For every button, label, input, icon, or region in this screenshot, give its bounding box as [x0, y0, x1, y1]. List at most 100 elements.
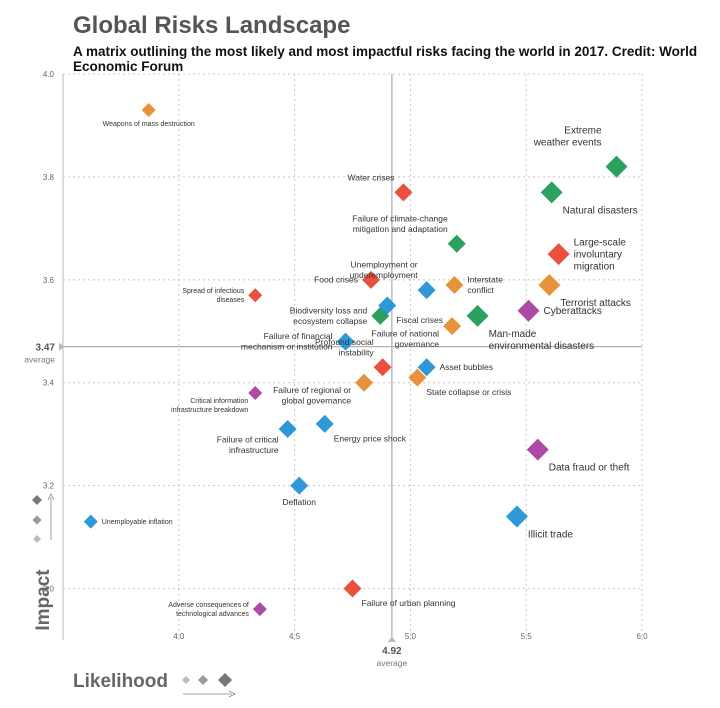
y-tick-label: 3.6	[43, 276, 55, 285]
risk-marker	[343, 579, 362, 598]
risk-point: State collapse or crisis	[408, 368, 511, 397]
risk-label-line: Extreme	[564, 126, 602, 137]
risk-label-line: Cyberattacks	[544, 306, 602, 317]
risk-label: Interstate conflict	[467, 275, 503, 296]
risk-point: Deflation	[282, 476, 316, 507]
risk-label-line: State collapse or crisis	[426, 387, 511, 397]
risk-label: Weapons of mass destruction	[103, 121, 195, 128]
risk-label-line: mechanism or institution	[241, 342, 333, 352]
x-tick-label: 4.0	[173, 632, 185, 641]
impact-key-arrowhead	[47, 493, 55, 501]
risk-label-line: technological advances	[176, 611, 249, 618]
risk-label: Natural disasters	[563, 205, 638, 216]
likelihood-key-diamond	[182, 676, 190, 684]
risk-point: Spread of infectious diseases	[182, 288, 263, 304]
risk-label-line: conflict	[467, 285, 494, 295]
risk-label: Data fraud or theft	[549, 463, 630, 474]
risk-label-line: Food crises	[314, 275, 358, 285]
risk-point: Energy price shock	[315, 414, 407, 443]
risk-label: Adverse consequences of technological adv…	[168, 602, 249, 618]
risk-label-line: Unemployment or	[351, 260, 418, 270]
risk-point: Extreme weather events	[533, 126, 628, 178]
risk-label-line: instability	[339, 347, 375, 357]
risk-label-line: mitigation and adaptation	[353, 224, 448, 234]
risk-label-line: Man-made	[489, 329, 537, 340]
risk-marker	[378, 296, 397, 315]
risk-label: Food crises	[314, 275, 358, 285]
risk-point: Failure of regional or global governance	[273, 373, 374, 406]
average-x-value: 4.92	[382, 646, 402, 657]
chart-title: Global Risks Landscape	[73, 12, 351, 39]
risk-point: Food crises	[314, 270, 381, 289]
risk-marker	[417, 358, 436, 377]
y-tick-label: 3.2	[43, 482, 55, 491]
risk-marker	[447, 234, 466, 253]
impact-key-diamond	[32, 495, 42, 505]
risk-marker	[466, 304, 489, 327]
risk-marker	[540, 181, 563, 204]
risk-label: Large-scale involuntary migration	[574, 237, 627, 272]
risk-label-line: Critical information	[190, 398, 248, 405]
risk-label: Failure of regional or global governance	[273, 385, 351, 406]
risk-point: Critical information infrastructure break…	[171, 386, 263, 414]
risk-point: Unemployable inflation	[83, 514, 173, 529]
risk-marker	[336, 332, 355, 351]
risk-marker	[443, 317, 462, 336]
likelihood-key-diamond	[198, 675, 208, 685]
risk-label-line: Interstate	[467, 275, 503, 285]
x-tick-label: 6.0	[636, 632, 648, 641]
risk-point: Profound social instability	[315, 337, 392, 377]
risk-marker	[278, 420, 297, 439]
risk-marker	[248, 386, 263, 401]
risk-marker	[505, 505, 528, 528]
risk-marker	[83, 514, 98, 529]
risk-label: Energy price shock	[334, 433, 407, 443]
risk-marker	[141, 103, 156, 118]
risk-label: Failure of financial mechanism or institu…	[241, 331, 333, 352]
risk-marker	[290, 476, 309, 495]
risk-label-line: involuntary	[574, 249, 622, 260]
risk-point: Fiscal crises	[378, 296, 443, 325]
risk-label: Man-made environmental disasters	[489, 329, 595, 352]
risk-point: Man-made environmental disasters	[466, 304, 595, 352]
risk-marker	[355, 373, 374, 392]
risk-label: Cyberattacks	[544, 306, 602, 317]
risk-marker	[408, 368, 427, 387]
risk-label-line: Energy price shock	[334, 433, 407, 443]
risk-marker	[315, 414, 334, 433]
risk-label: Terrorist attacks	[560, 298, 631, 309]
risk-label-line: ecosystem collapse	[293, 316, 367, 326]
risk-label-line: Biodiversity loss and	[290, 305, 368, 315]
risk-label-line: Spread of infectious	[182, 288, 244, 295]
risk-point: Failure of critical infrastructure	[217, 420, 297, 455]
risk-point: Data fraud or theft	[526, 438, 630, 474]
likelihood-key-diamond	[218, 673, 232, 687]
risk-label-line: Large-scale	[574, 237, 627, 248]
risk-point: Illicit trade	[505, 505, 573, 541]
risk-label-line: Failure of critical	[217, 435, 279, 445]
risk-label: Failure of climate-change mitigation and …	[352, 213, 448, 234]
average-x-sublabel: average	[377, 658, 408, 668]
risk-label: State collapse or crisis	[426, 387, 511, 397]
risk-point: Weapons of mass destruction	[103, 103, 195, 128]
risk-marker	[538, 273, 561, 296]
risk-label: Water crises	[348, 172, 395, 182]
risk-label-line: underemployment	[350, 270, 419, 280]
risk-label: Extreme weather events	[533, 126, 602, 149]
risk-marker	[362, 270, 381, 289]
risk-label: Unemployable inflation	[102, 519, 173, 526]
impact-key-diamond	[32, 515, 42, 525]
x-axis-title: Likelihood	[73, 671, 168, 692]
risk-label-line: Profound social	[315, 337, 374, 347]
risk-label-line: Failure of climate-change	[352, 213, 448, 223]
risk-label-line: infrastructure	[229, 445, 279, 455]
risk-label-line: weather events	[533, 138, 602, 149]
average-x-marker	[387, 636, 396, 642]
average-y-sublabel: average	[24, 355, 55, 365]
risk-label-line: Failure of regional or	[273, 385, 351, 395]
risk-label-line: Failure of financial	[264, 331, 333, 341]
risk-label-line: Terrorist attacks	[560, 298, 631, 309]
chart-subtitle: A matrix outlining the most likely and m…	[73, 44, 698, 74]
y-tick-label: 3.8	[43, 173, 55, 182]
